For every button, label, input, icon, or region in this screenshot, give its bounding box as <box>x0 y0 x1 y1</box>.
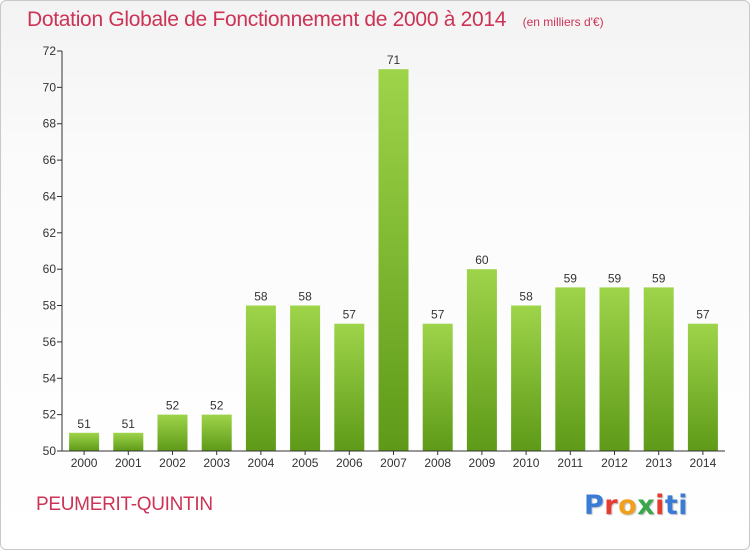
x-tick-label-2004: 2004 <box>248 456 275 470</box>
x-tick-label-2009: 2009 <box>469 456 496 470</box>
x-tick-label-2012: 2012 <box>601 456 628 470</box>
value-label-2006: 57 <box>343 308 357 322</box>
y-tick-label-52: 52 <box>43 408 57 422</box>
y-tick-label-64: 64 <box>43 190 57 204</box>
bar-2010 <box>511 305 542 451</box>
x-tick-label-2000: 2000 <box>71 456 98 470</box>
value-label-2010: 58 <box>519 290 533 304</box>
value-label-2012: 59 <box>608 271 622 285</box>
logo-letter: r <box>604 490 619 521</box>
value-label-2013: 59 <box>652 271 666 285</box>
value-label-2011: 59 <box>564 271 578 285</box>
value-label-2007: 71 <box>387 53 401 67</box>
x-tick-label-2001: 2001 <box>115 456 142 470</box>
logo-letter: P <box>584 490 605 521</box>
bar-2001 <box>113 432 144 451</box>
bar-2012 <box>599 287 630 451</box>
value-label-2014: 57 <box>696 308 710 322</box>
logo-letter: t <box>664 490 679 521</box>
value-label-2001: 51 <box>122 417 136 431</box>
chart-title: Dotation Globale de Fonctionnement de 20… <box>27 8 507 31</box>
y-tick-label-50: 50 <box>43 444 57 458</box>
y-tick-label-68: 68 <box>43 117 57 131</box>
x-tick-label-2013: 2013 <box>645 456 672 470</box>
bar-2007 <box>378 69 409 451</box>
commune-name: PEUMERIT-QUINTIN <box>36 494 213 515</box>
x-tick-label-2005: 2005 <box>292 456 319 470</box>
value-label-2005: 58 <box>298 290 312 304</box>
logo-letter: x <box>637 490 656 521</box>
chart-unit-label: (en milliers d'€) <box>522 15 604 29</box>
x-tick-label-2007: 2007 <box>380 456 407 470</box>
bar-2013 <box>643 287 674 451</box>
bar-2008 <box>422 323 453 451</box>
y-tick-label-72: 72 <box>43 44 57 58</box>
value-label-2008: 57 <box>431 308 445 322</box>
value-label-2009: 60 <box>475 253 489 267</box>
value-label-2003: 52 <box>210 399 224 413</box>
bar-2004 <box>245 305 276 451</box>
bar-2005 <box>290 305 321 451</box>
logo-letter: o <box>618 490 638 521</box>
y-tick-label-58: 58 <box>43 299 57 313</box>
title-row: Dotation Globale de Fonctionnement de 20… <box>27 8 604 32</box>
bar-2000 <box>69 432 100 451</box>
bar-2011 <box>555 287 586 451</box>
logo-letter: i <box>655 490 665 521</box>
bar-2014 <box>687 323 718 451</box>
x-tick-label-2010: 2010 <box>513 456 540 470</box>
bars-layer: 51 51 52 52 58 58 57 71 57 60 58 59 59 59 57 <box>69 53 718 451</box>
value-label-2000: 51 <box>77 417 91 431</box>
x-tick-label-2006: 2006 <box>336 456 363 470</box>
y-tick-label-66: 66 <box>43 153 57 167</box>
axis-layer: 2000 2001 2002 2003 2004 2005 2006 2007 2008 2009… <box>43 44 725 470</box>
bar-2009 <box>466 269 497 451</box>
x-tick-label-2014: 2014 <box>690 456 717 470</box>
y-tick-label-70: 70 <box>43 80 57 94</box>
bar-2006 <box>334 323 365 451</box>
x-tick-label-2003: 2003 <box>203 456 230 470</box>
x-tick-label-2002: 2002 <box>159 456 186 470</box>
y-tick-label-62: 62 <box>43 226 57 240</box>
value-label-2002: 52 <box>166 399 180 413</box>
proxiti-logo[interactable]: Proxiti <box>584 490 688 521</box>
x-tick-label-2008: 2008 <box>424 456 451 470</box>
value-label-2004: 58 <box>254 290 268 304</box>
logo-letter: i <box>678 490 689 521</box>
y-tick-label-54: 54 <box>43 371 57 385</box>
bar-2003 <box>201 414 232 451</box>
y-tick-label-56: 56 <box>43 335 57 349</box>
x-tick-label-2011: 2011 <box>557 456 583 470</box>
bar-2002 <box>157 414 188 451</box>
y-tick-label-60: 60 <box>43 262 57 276</box>
